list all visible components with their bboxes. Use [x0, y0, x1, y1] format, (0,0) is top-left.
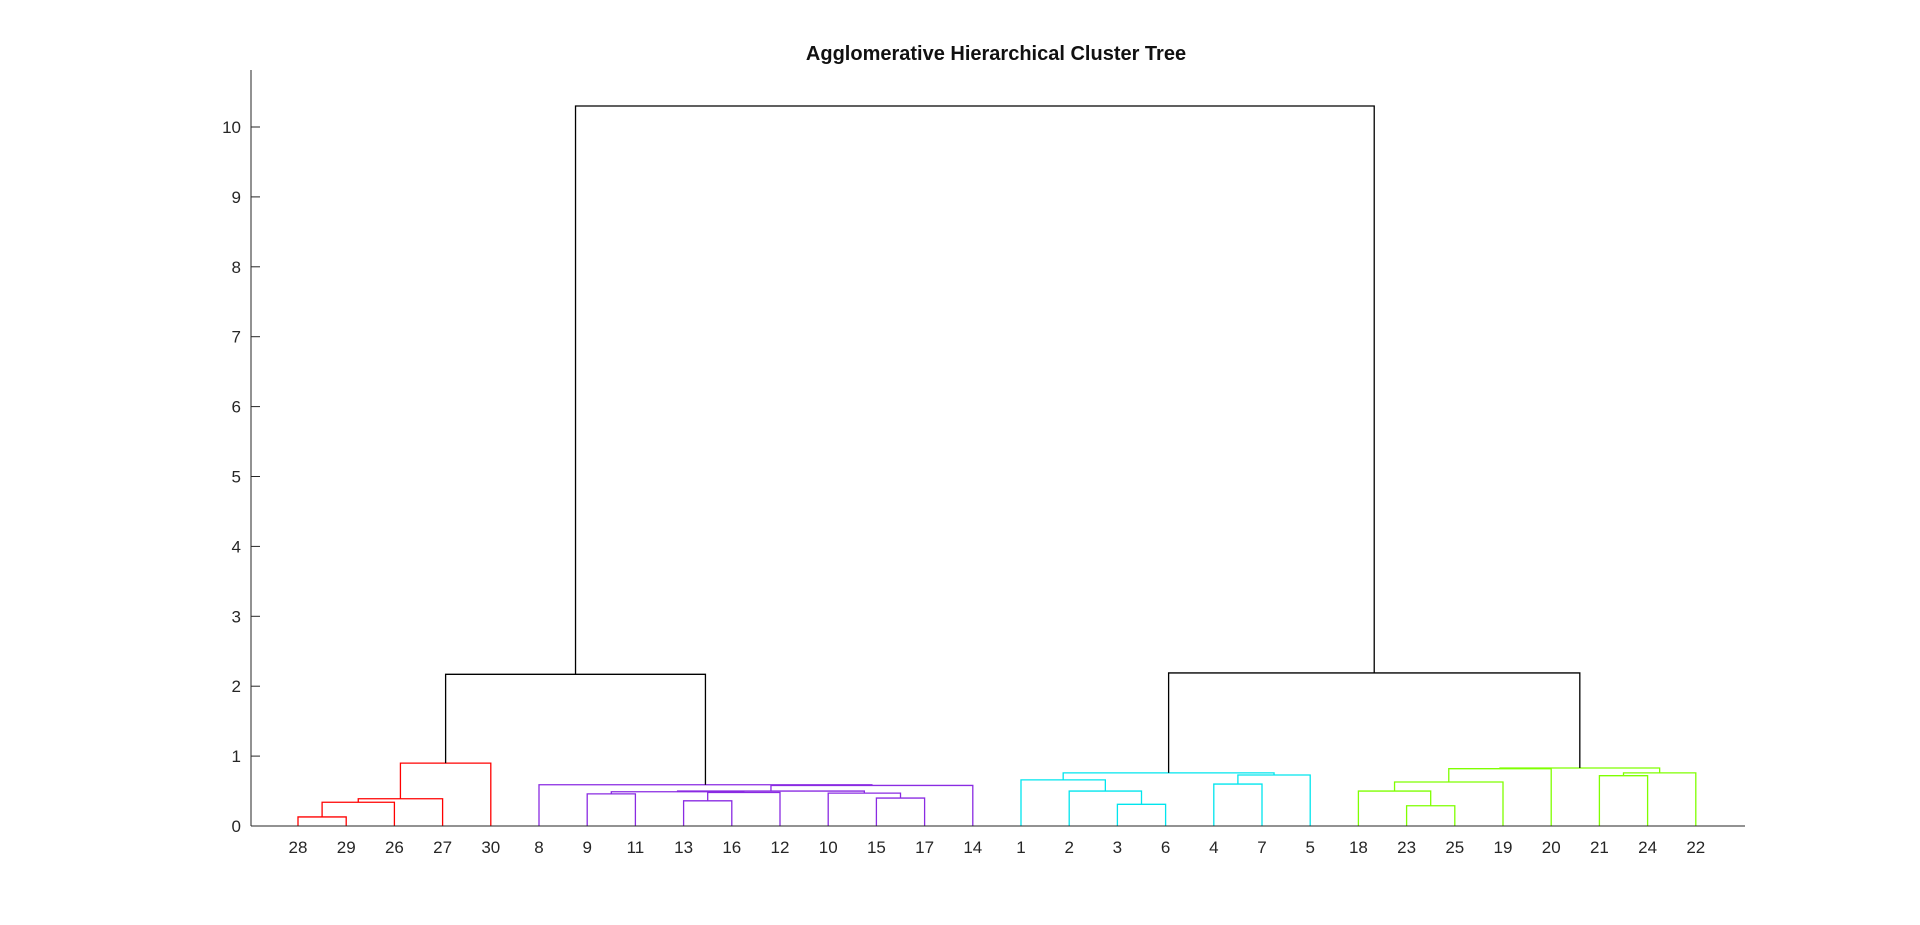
- leaf-label: 10: [819, 838, 838, 857]
- y-tick-label: 1: [232, 747, 241, 766]
- leaf-label: 8: [534, 838, 543, 857]
- y-tick-label: 10: [222, 118, 241, 137]
- y-axis: 0 1 2 3 4 5 6 7 8 9 10: [222, 70, 260, 836]
- leaf-label: 20: [1542, 838, 1561, 857]
- leaf-label: 13: [674, 838, 693, 857]
- leaf-label: 16: [722, 838, 741, 857]
- link-m17: [1213, 783, 1263, 826]
- y-tick-label: 2: [232, 677, 241, 696]
- link-m7: [586, 793, 637, 826]
- link-m19: [1237, 774, 1311, 826]
- link-m21: [1405, 805, 1456, 826]
- leaf-label: 29: [337, 838, 356, 857]
- link-m14: [444, 673, 707, 785]
- link-m28: [1167, 672, 1581, 773]
- y-tick-label: 4: [232, 537, 241, 556]
- link-m18: [1020, 779, 1106, 826]
- link-m26: [1448, 768, 1552, 826]
- leaf-label: 7: [1257, 838, 1266, 857]
- leaf-label: 26: [385, 838, 404, 857]
- link-m20: [1062, 772, 1275, 780]
- leaf-label: 17: [915, 838, 934, 857]
- y-tick-label: 0: [232, 817, 241, 836]
- link-m23: [1393, 781, 1504, 826]
- link-m2: [321, 801, 396, 826]
- link-m16: [1068, 790, 1143, 826]
- leaf-label: 2: [1064, 838, 1073, 857]
- link-m15: [1116, 803, 1167, 826]
- y-tick-label: 3: [232, 607, 241, 626]
- leaf-label: 4: [1209, 838, 1218, 857]
- leaf-label: 18: [1349, 838, 1368, 857]
- leaf-label: 30: [481, 838, 500, 857]
- y-tick-label: 9: [232, 188, 241, 207]
- link-m22: [1357, 790, 1432, 826]
- leaf-label: 12: [771, 838, 790, 857]
- leaf-label: 5: [1305, 838, 1314, 857]
- leaf-label: 15: [867, 838, 886, 857]
- leaf-label: 14: [963, 838, 982, 857]
- link-m4: [399, 762, 492, 826]
- link-m1: [297, 816, 347, 826]
- link-m25: [1622, 772, 1697, 826]
- leaf-label: 9: [582, 838, 591, 857]
- link-m5: [682, 800, 733, 826]
- leaf-label: 28: [289, 838, 308, 857]
- y-tick-label: 8: [232, 258, 241, 277]
- y-tick-label: 5: [232, 468, 241, 487]
- chart-title: Agglomerative Hierarchical Cluster Tree: [806, 43, 1186, 65]
- leaf-label: 6: [1161, 838, 1170, 857]
- link-m24: [1598, 775, 1649, 826]
- link-m9: [707, 791, 781, 826]
- x-axis: 28 29 26 27 30 8 9 11 13 16 12 10 15 17 14 1 2 3 6 4 7 5 18 23 2…: [251, 825, 1745, 857]
- leaf-label: 24: [1638, 838, 1657, 857]
- leaf-label: 3: [1113, 838, 1122, 857]
- link-m6: [875, 797, 926, 826]
- leaf-label: 25: [1445, 838, 1464, 857]
- leaf-label: 19: [1494, 838, 1513, 857]
- y-tick-label: 7: [232, 328, 241, 347]
- y-tick-label: 6: [232, 398, 241, 417]
- leaf-label: 22: [1686, 838, 1705, 857]
- leaf-label: 1: [1016, 838, 1025, 857]
- leaf-label: 21: [1590, 838, 1609, 857]
- link-m29: [574, 105, 1375, 675]
- leaf-label: 27: [433, 838, 452, 857]
- leaf-label: 11: [627, 838, 645, 857]
- dendrogram-links: [297, 105, 1697, 826]
- leaf-label: 23: [1397, 838, 1416, 857]
